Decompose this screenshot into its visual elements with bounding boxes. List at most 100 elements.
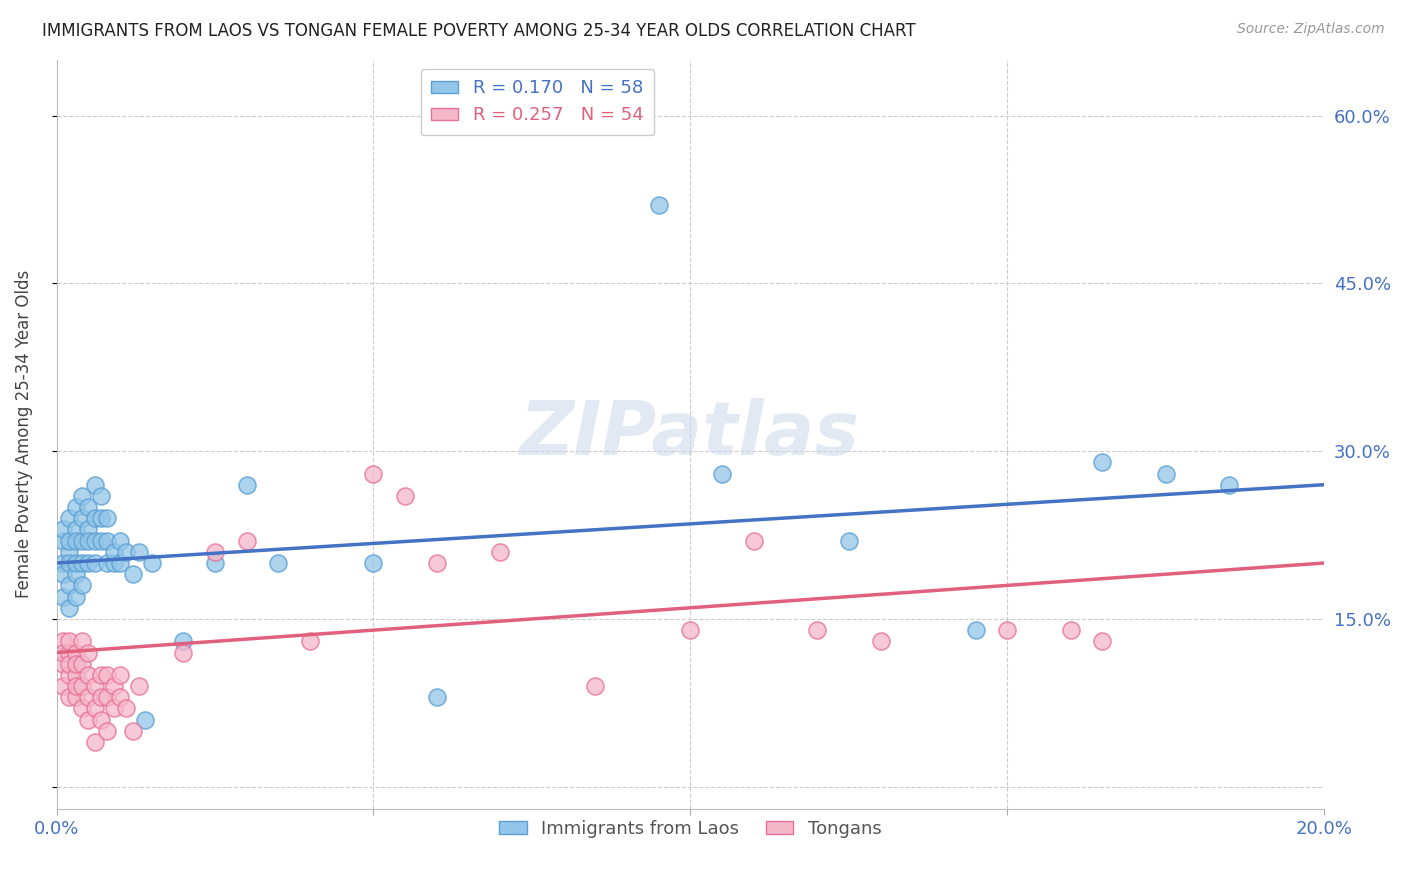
Point: [1091, 455, 1114, 469]
Point: [52, 556, 75, 570]
Point: [995, 623, 1018, 637]
Point: [65, 646, 87, 660]
Point: [115, 545, 138, 559]
Point: [742, 533, 765, 548]
Point: [77, 500, 100, 514]
Point: [679, 623, 702, 637]
Point: [96, 668, 118, 682]
Point: [70, 657, 93, 671]
Point: [77, 668, 100, 682]
Point: [83, 701, 105, 715]
Point: [103, 679, 125, 693]
Point: [58, 690, 80, 705]
Point: [108, 533, 131, 548]
Point: [70, 578, 93, 592]
Point: [52, 523, 75, 537]
Point: [1091, 634, 1114, 648]
Point: [204, 545, 226, 559]
Point: [711, 467, 734, 481]
Point: [134, 713, 156, 727]
Point: [58, 657, 80, 671]
Point: [1154, 467, 1177, 481]
Point: [58, 545, 80, 559]
Point: [806, 623, 828, 637]
Point: [70, 533, 93, 548]
Point: [65, 556, 87, 570]
Point: [96, 511, 118, 525]
Point: [90, 511, 112, 525]
Point: [58, 634, 80, 648]
Point: [96, 723, 118, 738]
Point: [489, 545, 512, 559]
Point: [65, 523, 87, 537]
Point: [52, 634, 75, 648]
Point: [90, 690, 112, 705]
Point: [70, 634, 93, 648]
Point: [83, 477, 105, 491]
Point: [83, 511, 105, 525]
Point: [65, 657, 87, 671]
Text: IMMIGRANTS FROM LAOS VS TONGAN FEMALE POVERTY AMONG 25-34 YEAR OLDS CORRELATION : IMMIGRANTS FROM LAOS VS TONGAN FEMALE PO…: [42, 22, 915, 40]
Point: [52, 590, 75, 604]
Point: [103, 545, 125, 559]
Point: [65, 590, 87, 604]
Point: [267, 556, 290, 570]
Point: [77, 523, 100, 537]
Point: [96, 690, 118, 705]
Point: [52, 657, 75, 671]
Point: [90, 533, 112, 548]
Point: [90, 713, 112, 727]
Point: [58, 600, 80, 615]
Point: [83, 533, 105, 548]
Legend: Immigrants from Laos, Tongans: Immigrants from Laos, Tongans: [492, 813, 889, 845]
Point: [70, 679, 93, 693]
Text: ZIPatlas: ZIPatlas: [520, 398, 860, 471]
Point: [647, 198, 669, 212]
Point: [65, 500, 87, 514]
Point: [58, 533, 80, 548]
Point: [90, 489, 112, 503]
Point: [52, 679, 75, 693]
Point: [172, 646, 194, 660]
Point: [65, 679, 87, 693]
Point: [83, 679, 105, 693]
Point: [869, 634, 891, 648]
Point: [70, 511, 93, 525]
Point: [96, 533, 118, 548]
Point: [52, 646, 75, 660]
Point: [363, 556, 385, 570]
Point: [1218, 477, 1240, 491]
Point: [394, 489, 416, 503]
Point: [65, 567, 87, 582]
Point: [83, 735, 105, 749]
Point: [121, 567, 143, 582]
Point: [65, 690, 87, 705]
Point: [1059, 623, 1081, 637]
Point: [90, 668, 112, 682]
Point: [108, 690, 131, 705]
Point: [83, 556, 105, 570]
Point: [965, 623, 987, 637]
Text: Source: ZipAtlas.com: Source: ZipAtlas.com: [1237, 22, 1385, 37]
Point: [77, 533, 100, 548]
Point: [77, 556, 100, 570]
Point: [128, 679, 150, 693]
Y-axis label: Female Poverty Among 25-34 Year Olds: Female Poverty Among 25-34 Year Olds: [15, 270, 32, 599]
Point: [70, 701, 93, 715]
Point: [426, 690, 449, 705]
Point: [70, 556, 93, 570]
Point: [128, 545, 150, 559]
Point: [235, 533, 257, 548]
Point: [108, 556, 131, 570]
Point: [172, 634, 194, 648]
Point: [77, 690, 100, 705]
Point: [58, 668, 80, 682]
Point: [58, 556, 80, 570]
Point: [58, 511, 80, 525]
Point: [299, 634, 322, 648]
Point: [235, 477, 257, 491]
Point: [52, 567, 75, 582]
Point: [103, 556, 125, 570]
Point: [426, 556, 449, 570]
Point: [583, 679, 606, 693]
